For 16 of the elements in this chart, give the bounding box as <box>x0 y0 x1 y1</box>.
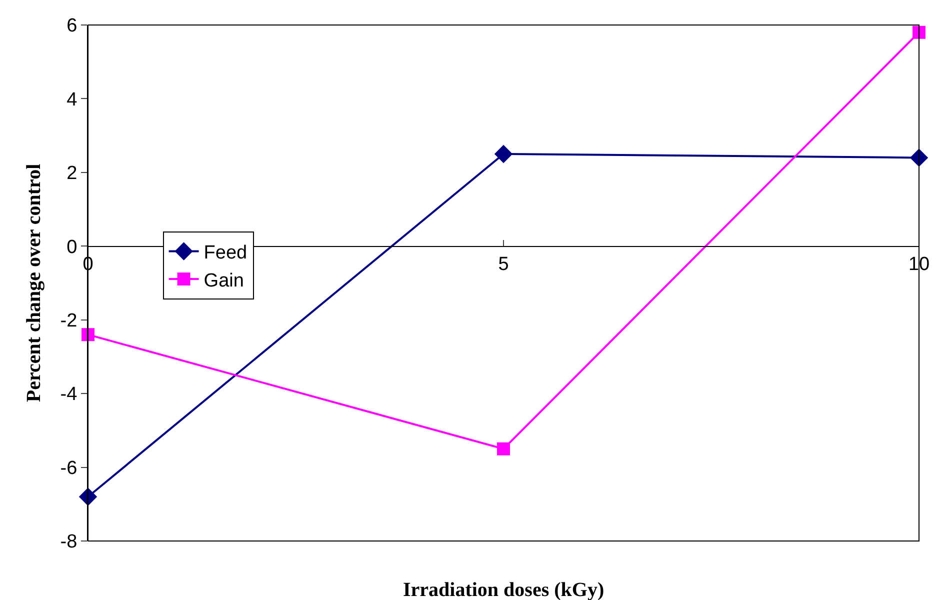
y-tick-label: -6 <box>60 458 78 479</box>
point <box>497 442 510 456</box>
y-tick-label: 0 <box>66 236 78 258</box>
y-tick-label: 2 <box>66 163 78 184</box>
x-tick-label: 5 <box>498 254 509 275</box>
y-tick-label: -8 <box>60 532 78 553</box>
y-tick-label: -2 <box>60 310 78 332</box>
y-tick-label: -4 <box>60 384 78 406</box>
point <box>912 26 926 39</box>
y-tick-label: 6 <box>66 16 78 37</box>
legend-label: Gain <box>204 270 244 292</box>
y-axis-title: Percent change over control <box>22 163 45 402</box>
y-tick-label: 4 <box>66 89 78 110</box>
legend-label: Feed <box>204 242 248 264</box>
x-axis-title: Irradiation doses (kGy) <box>403 579 604 600</box>
point <box>494 144 513 164</box>
